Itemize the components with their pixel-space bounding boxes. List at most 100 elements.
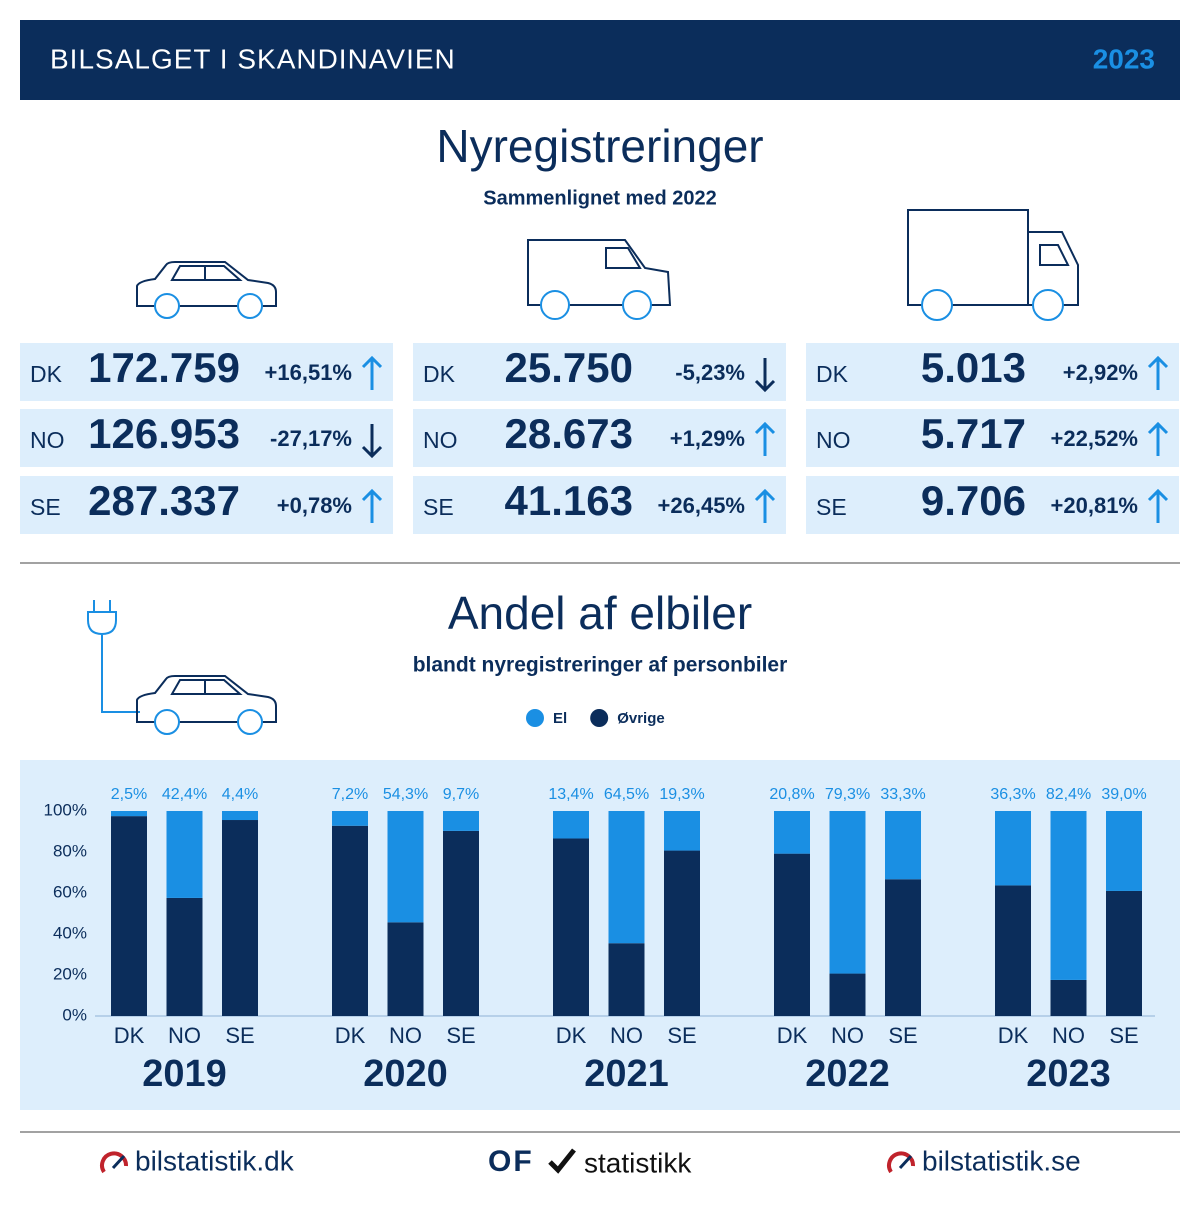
bar-segment bbox=[222, 811, 258, 821]
x-tick-label: NO bbox=[1052, 1023, 1085, 1048]
section-title: Nyregistreringer bbox=[436, 120, 763, 172]
value-label: 19,3% bbox=[659, 786, 704, 803]
bar-segment bbox=[443, 830, 479, 1016]
value-label: 7,2% bbox=[332, 786, 368, 803]
stat-row bbox=[413, 343, 786, 401]
bar-segment bbox=[443, 811, 479, 831]
y-tick-label: 20% bbox=[53, 964, 87, 983]
country: DK bbox=[423, 361, 456, 387]
country: NO bbox=[816, 427, 851, 453]
y-tick-label: 0% bbox=[62, 1005, 87, 1024]
stat-row bbox=[20, 476, 393, 534]
header-year: 2023 bbox=[1093, 43, 1155, 74]
group-label: 2019 bbox=[142, 1053, 227, 1095]
header-title: BILSALGET I SKANDINAVIEN bbox=[50, 43, 456, 74]
stat-change: -27,17% bbox=[270, 426, 352, 451]
bar-segment bbox=[885, 879, 921, 1016]
value-label: 4,4% bbox=[222, 786, 258, 803]
country: SE bbox=[423, 494, 454, 520]
country: SE bbox=[816, 494, 847, 520]
change-arrow bbox=[1147, 421, 1169, 456]
bar-segment bbox=[222, 820, 258, 1016]
footer-logo: statistikk bbox=[584, 1147, 692, 1178]
logo-dk-icon bbox=[100, 1151, 128, 1174]
bar-segment bbox=[553, 811, 589, 839]
stat-row bbox=[20, 343, 393, 401]
x-tick-label: SE bbox=[446, 1023, 475, 1048]
change-arrow bbox=[754, 421, 776, 456]
x-tick-label: SE bbox=[888, 1023, 917, 1048]
chart-subtitle: blandt nyregistreringer af personbiler bbox=[413, 654, 788, 677]
group-label: 2021 bbox=[584, 1053, 669, 1095]
legend-swatch bbox=[526, 709, 544, 727]
y-tick-label: 80% bbox=[53, 841, 87, 860]
y-tick-label: 40% bbox=[53, 923, 87, 942]
bar-segment bbox=[387, 811, 424, 923]
stat-change: +1,29% bbox=[670, 426, 745, 451]
value-label: 2,5% bbox=[111, 786, 147, 803]
footer-mark: OF bbox=[488, 1145, 534, 1178]
bar-segment bbox=[1050, 811, 1087, 980]
change-arrow bbox=[361, 424, 383, 459]
stat-change: +16,51% bbox=[265, 360, 352, 385]
value-label: 33,3% bbox=[880, 786, 925, 803]
bar-segment bbox=[553, 838, 589, 1016]
change-arrow bbox=[1147, 355, 1169, 390]
bar-segment bbox=[1050, 979, 1087, 1016]
value-label: 64,5% bbox=[604, 786, 649, 803]
change-arrow bbox=[754, 488, 776, 523]
bar-segment bbox=[995, 811, 1031, 886]
country: NO bbox=[423, 427, 458, 453]
group-label: 2023 bbox=[1026, 1053, 1111, 1095]
bar-segment bbox=[608, 811, 645, 944]
section-subtitle: Sammenlignet med 2022 bbox=[483, 187, 716, 209]
x-tick-label: NO bbox=[610, 1023, 643, 1048]
logo-se-icon bbox=[887, 1151, 915, 1174]
stat-change: +2,92% bbox=[1063, 360, 1138, 385]
value-label: 9,7% bbox=[443, 786, 479, 803]
y-tick-label: 60% bbox=[53, 882, 87, 901]
header-bar bbox=[20, 20, 1180, 100]
stat-change: +0,78% bbox=[277, 493, 352, 518]
stat-row bbox=[806, 343, 1179, 401]
bar-segment bbox=[166, 897, 203, 1016]
value-label: 36,3% bbox=[990, 786, 1035, 803]
bar-segment bbox=[608, 943, 645, 1016]
group-label: 2020 bbox=[363, 1053, 448, 1095]
stat-change: +26,45% bbox=[658, 493, 745, 518]
stat-row bbox=[413, 476, 786, 534]
stat-change: +20,81% bbox=[1051, 493, 1138, 518]
stat-value: 5.013 bbox=[921, 344, 1026, 391]
country: NO bbox=[30, 427, 65, 453]
x-tick-label: NO bbox=[831, 1023, 864, 1048]
x-tick-label: SE bbox=[1109, 1023, 1138, 1048]
bar-segment bbox=[1106, 811, 1142, 891]
stat-value: 25.750 bbox=[505, 344, 633, 391]
bar-segment bbox=[664, 811, 700, 851]
stat-row bbox=[20, 409, 393, 467]
x-tick-label: DK bbox=[114, 1023, 145, 1048]
bar-segment bbox=[664, 850, 700, 1016]
stat-row bbox=[806, 409, 1179, 467]
chart-panel bbox=[20, 760, 1180, 1110]
value-label: 79,3% bbox=[825, 786, 870, 803]
stat-value: 41.163 bbox=[505, 477, 633, 524]
van-icon bbox=[527, 239, 672, 320]
stat-value: 28.673 bbox=[505, 410, 633, 457]
bar-segment bbox=[774, 811, 810, 854]
x-tick-label: DK bbox=[777, 1023, 808, 1048]
stat-change: +22,52% bbox=[1051, 426, 1138, 451]
stat-value: 9.706 bbox=[921, 477, 1026, 524]
truck-icon bbox=[907, 209, 1079, 321]
country: SE bbox=[30, 494, 61, 520]
change-arrow bbox=[1147, 488, 1169, 523]
x-tick-label: DK bbox=[556, 1023, 587, 1048]
stat-value: 172.759 bbox=[88, 344, 240, 391]
legend-swatch bbox=[590, 709, 609, 727]
stat-value: 287.337 bbox=[88, 477, 240, 524]
bar-segment bbox=[1106, 890, 1142, 1016]
value-label: 54,3% bbox=[383, 786, 428, 803]
bar-segment bbox=[995, 885, 1031, 1016]
y-tick-label: 100% bbox=[44, 800, 87, 819]
